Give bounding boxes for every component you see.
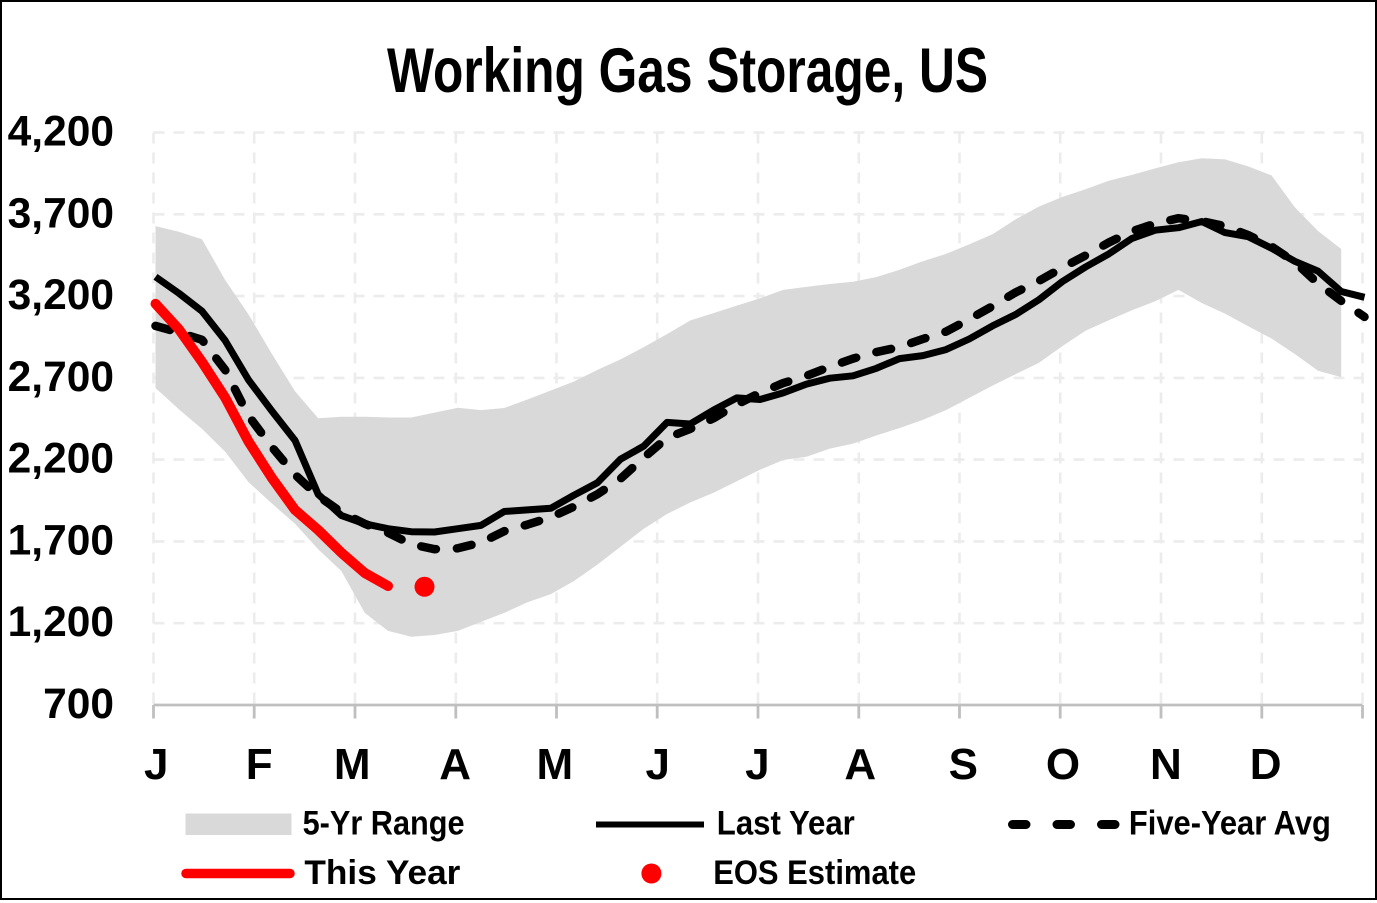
svg-text:M: M — [334, 740, 371, 789]
svg-text:D: D — [1250, 740, 1282, 789]
svg-text:O: O — [1046, 740, 1080, 789]
svg-text:A: A — [844, 740, 876, 789]
svg-text:A: A — [439, 740, 471, 789]
svg-text:Working Gas Storage, US: Working Gas Storage, US — [387, 36, 988, 106]
svg-text:Last Year: Last Year — [717, 805, 855, 843]
svg-text:700: 700 — [43, 681, 114, 728]
svg-text:2,700: 2,700 — [8, 354, 114, 401]
svg-text:1,700: 1,700 — [8, 517, 114, 564]
svg-text:J: J — [144, 740, 168, 789]
svg-text:2,200: 2,200 — [8, 436, 114, 483]
svg-text:F: F — [246, 740, 273, 789]
svg-text:EOS Estimate: EOS Estimate — [713, 854, 916, 892]
svg-text:This Year: This Year — [304, 854, 460, 892]
svg-text:5-Yr Range: 5-Yr Range — [303, 805, 465, 843]
svg-text:Five-Year Avg: Five-Year Avg — [1129, 805, 1331, 843]
svg-text:M: M — [536, 740, 573, 789]
svg-text:1,200: 1,200 — [8, 599, 114, 646]
svg-text:J: J — [745, 740, 769, 789]
svg-text:3,700: 3,700 — [8, 190, 114, 237]
svg-text:J: J — [645, 740, 669, 789]
svg-text:S: S — [949, 740, 978, 789]
svg-text:3,200: 3,200 — [8, 272, 114, 319]
svg-text:4,200: 4,200 — [8, 109, 114, 156]
svg-text:N: N — [1150, 740, 1182, 789]
